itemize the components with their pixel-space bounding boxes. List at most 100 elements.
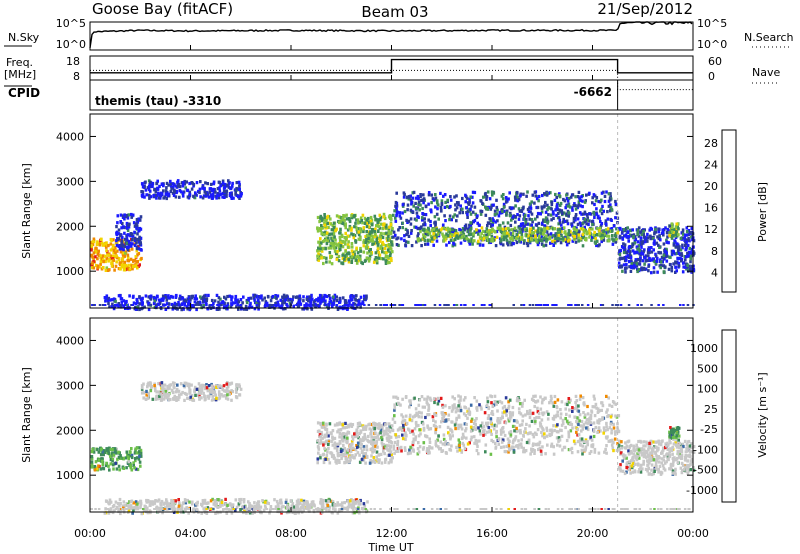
data-cell (469, 438, 473, 442)
data-cell (375, 442, 378, 446)
data-cell (235, 383, 238, 387)
data-cell (654, 254, 658, 258)
data-cell (156, 191, 160, 195)
data-cell (180, 304, 184, 306)
data-cell (154, 389, 157, 393)
data-cell (320, 256, 323, 260)
data-cell (176, 180, 179, 184)
data-cell (346, 438, 349, 442)
data-cell (187, 300, 191, 304)
data-cell (176, 184, 180, 188)
data-cell (635, 262, 639, 266)
data-cell (101, 466, 105, 470)
data-cell (503, 232, 506, 236)
data-cell (450, 230, 453, 234)
data-cell (458, 211, 461, 215)
data-cell (342, 214, 345, 218)
data-cell (356, 422, 360, 426)
data-cell (436, 201, 439, 205)
data-cell (569, 429, 573, 433)
data-cell (555, 239, 559, 243)
data-cell (134, 447, 137, 451)
data-cell (210, 193, 213, 197)
data-cell (199, 180, 202, 184)
data-cell (522, 304, 526, 306)
data-cell (549, 394, 553, 398)
data-cell (203, 294, 206, 298)
data-cell (611, 234, 614, 238)
data-cell (385, 231, 388, 235)
data-cell (422, 428, 426, 432)
velocity-data-layer (90, 318, 696, 516)
data-cell (580, 212, 583, 216)
data-cell (658, 234, 661, 238)
data-cell (96, 257, 99, 261)
data-cell (344, 222, 347, 226)
data-cell (564, 402, 568, 406)
data-cell (675, 269, 678, 273)
data-cell (557, 439, 560, 443)
data-cell (495, 235, 499, 239)
data-cell (520, 438, 523, 442)
data-cell (417, 200, 421, 204)
data-cell (115, 239, 118, 243)
data-cell (560, 223, 563, 227)
data-cell (477, 232, 480, 236)
data-cell (639, 256, 642, 260)
data-cell (524, 449, 528, 453)
data-cell (382, 443, 385, 447)
data-cell (323, 233, 326, 237)
data-cell (410, 419, 414, 423)
data-cell (357, 221, 360, 225)
data-cell (133, 243, 137, 247)
data-cell (109, 462, 113, 466)
data-cell (130, 238, 134, 242)
data-cell (194, 294, 197, 298)
data-cell (669, 230, 672, 234)
data-cell (318, 433, 322, 437)
data-cell (152, 301, 156, 306)
data-cell (401, 203, 405, 207)
data-cell (550, 200, 554, 204)
data-cell (331, 304, 334, 308)
data-cell (574, 215, 577, 219)
data-cell (552, 212, 555, 216)
data-cell (331, 236, 335, 240)
data-cell (122, 466, 126, 470)
data-cell (509, 232, 512, 236)
data-cell (665, 251, 668, 255)
data-cell (173, 189, 176, 193)
data-cell (571, 193, 575, 197)
data-cell (317, 258, 320, 262)
data-cell (371, 445, 375, 449)
data-cell (581, 304, 584, 306)
data-cell (563, 237, 567, 241)
data-cell (319, 434, 323, 438)
data-cell (351, 437, 355, 441)
data-cell (225, 382, 229, 386)
data-cell (437, 217, 440, 221)
data-cell (421, 198, 425, 202)
data-cell (347, 424, 351, 428)
data-cell (685, 255, 688, 259)
data-cell (532, 226, 535, 230)
data-cell (529, 234, 533, 239)
data-cell (539, 395, 542, 399)
data-cell (494, 230, 497, 234)
data-cell (432, 232, 435, 236)
data-cell (304, 305, 307, 309)
data-cell (202, 194, 206, 198)
data-cell (551, 210, 555, 214)
data-cell (685, 233, 689, 237)
data-cell (391, 250, 394, 254)
data-cell (526, 244, 530, 248)
data-cell (361, 436, 365, 440)
data-cell (595, 212, 599, 216)
data-cell (373, 422, 377, 426)
data-cell (497, 442, 501, 446)
data-cell (123, 237, 127, 241)
data-cell (555, 213, 558, 217)
data-cell (448, 230, 452, 234)
data-cell (342, 443, 345, 447)
data-cell (635, 250, 639, 254)
